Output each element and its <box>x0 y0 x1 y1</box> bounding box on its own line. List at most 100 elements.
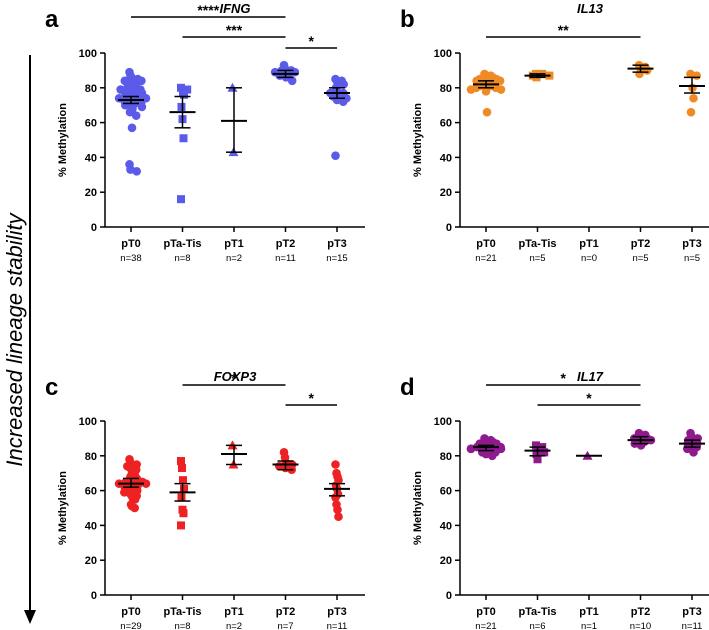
y-tick-label: 60 <box>440 486 452 498</box>
y-tick-label: 60 <box>85 486 97 498</box>
data-point <box>177 457 185 466</box>
x-tick-label: pT2 <box>276 238 296 250</box>
y-tick-label: 100 <box>434 416 452 428</box>
data-point <box>339 80 349 89</box>
data-point <box>532 441 540 450</box>
data-point <box>179 476 187 485</box>
y-tick-label: 20 <box>440 187 452 199</box>
data-point <box>333 505 342 515</box>
group-count: n=2 <box>226 621 242 630</box>
x-tick-label: pT3 <box>327 606 347 618</box>
panel-d: d IL17 0 20 40 60 80 100 % Methylation pT0 n=21 pTa… <box>400 369 709 630</box>
y-tick-label: 20 <box>85 187 97 199</box>
x-tick-label: pTa-Tis <box>163 606 201 618</box>
data-point <box>137 102 147 112</box>
x-tick-label: pT3 <box>682 606 702 618</box>
x-tick-label: pT0 <box>121 238 141 250</box>
y-tick-label: 60 <box>440 118 452 130</box>
significance-label: * <box>309 390 315 406</box>
y-tick-label: 60 <box>85 118 97 130</box>
chart-title: FOXP3 <box>214 369 257 384</box>
group-count: n=21 <box>475 253 496 264</box>
y-tick-label: 40 <box>440 520 452 532</box>
significance-label: * <box>231 370 237 386</box>
y-tick-label: 100 <box>434 48 452 60</box>
data-point <box>120 76 130 86</box>
y-axis-label: % Methylation <box>57 471 69 545</box>
data-point <box>177 521 185 530</box>
x-tick-label: pT1 <box>579 238 599 250</box>
panel-letter: c <box>45 374 58 401</box>
group-count: n=6 <box>529 621 545 630</box>
x-tick-label: pT1 <box>224 606 244 618</box>
data-point <box>689 448 698 457</box>
panel-b: b IL13 0 20 40 60 80 100 % Methylation pT0 n=21 pTa… <box>400 1 709 264</box>
panel-letter: a <box>45 6 59 33</box>
data-point <box>466 85 476 94</box>
group-count: n=21 <box>475 621 496 630</box>
group-count: n=15 <box>326 253 347 264</box>
group-count: n=1 <box>581 621 597 630</box>
chart-title: IL17 <box>577 369 604 384</box>
y-tick-label: 40 <box>440 152 452 164</box>
significance-label: *** <box>226 22 243 38</box>
data-point <box>540 448 549 457</box>
x-tick-label: pTa-Tis <box>163 238 201 250</box>
group-count: n=38 <box>120 253 141 264</box>
significance-label: ** <box>558 22 569 38</box>
group-count: n=5 <box>529 253 545 264</box>
panel-c: c FOXP3 0 20 40 60 80 100 % Methylation pT0 n=29 pT… <box>45 369 365 630</box>
y-tick-label: 80 <box>440 451 452 463</box>
y-axis-label: % Methylation <box>412 471 424 545</box>
panel-a: a IFNG 0 20 40 60 80 100 % Methylation pT0 n=38 pTa… <box>45 1 365 264</box>
x-tick-label: pT1 <box>579 606 599 618</box>
data-point <box>177 493 186 502</box>
x-tick-label: pT2 <box>276 606 296 618</box>
significance-label: **** <box>197 2 219 18</box>
data-point <box>179 134 188 143</box>
data-point <box>331 151 340 160</box>
group-count: n=11 <box>327 621 348 630</box>
x-tick-label: pTa-Tis <box>518 606 556 618</box>
data-point <box>481 86 491 96</box>
data-point <box>141 479 151 488</box>
significance-label: * <box>561 370 567 386</box>
data-point <box>180 90 188 99</box>
group-count: n=11 <box>682 621 703 630</box>
data-point <box>689 93 698 103</box>
data-point <box>686 107 696 117</box>
side-label: Increased lineage stability <box>2 211 27 466</box>
data-point <box>137 76 146 86</box>
data-point <box>130 503 139 513</box>
group-count: n=5 <box>684 253 700 264</box>
data-point <box>532 450 541 459</box>
group-count: n=11 <box>275 253 296 264</box>
data-point <box>127 123 137 133</box>
data-point <box>131 111 141 120</box>
group-count: n=0 <box>581 253 597 264</box>
group-count: n=8 <box>174 621 190 630</box>
significance-label: * <box>586 390 592 406</box>
data-point <box>642 66 652 75</box>
y-tick-label: 20 <box>440 555 452 567</box>
group-count: n=7 <box>277 621 293 630</box>
group-count: n=5 <box>632 253 648 264</box>
x-tick-label: pT3 <box>682 238 702 250</box>
data-point <box>177 102 186 111</box>
data-point <box>496 85 506 94</box>
data-point <box>183 85 192 94</box>
x-tick-label: pT1 <box>224 238 244 250</box>
y-axis-label: % Methylation <box>57 103 69 177</box>
x-tick-label: pT2 <box>631 606 651 618</box>
y-tick-label: 40 <box>85 520 97 532</box>
y-tick-label: 80 <box>440 83 452 95</box>
data-point <box>635 69 644 79</box>
y-tick-label: 100 <box>79 416 97 428</box>
data-point <box>179 509 188 518</box>
data-point <box>177 83 185 92</box>
data-point <box>180 484 188 493</box>
data-point <box>466 444 476 454</box>
y-axis-label: % Methylation <box>412 103 424 177</box>
x-tick-label: pTa-Tis <box>518 238 556 250</box>
